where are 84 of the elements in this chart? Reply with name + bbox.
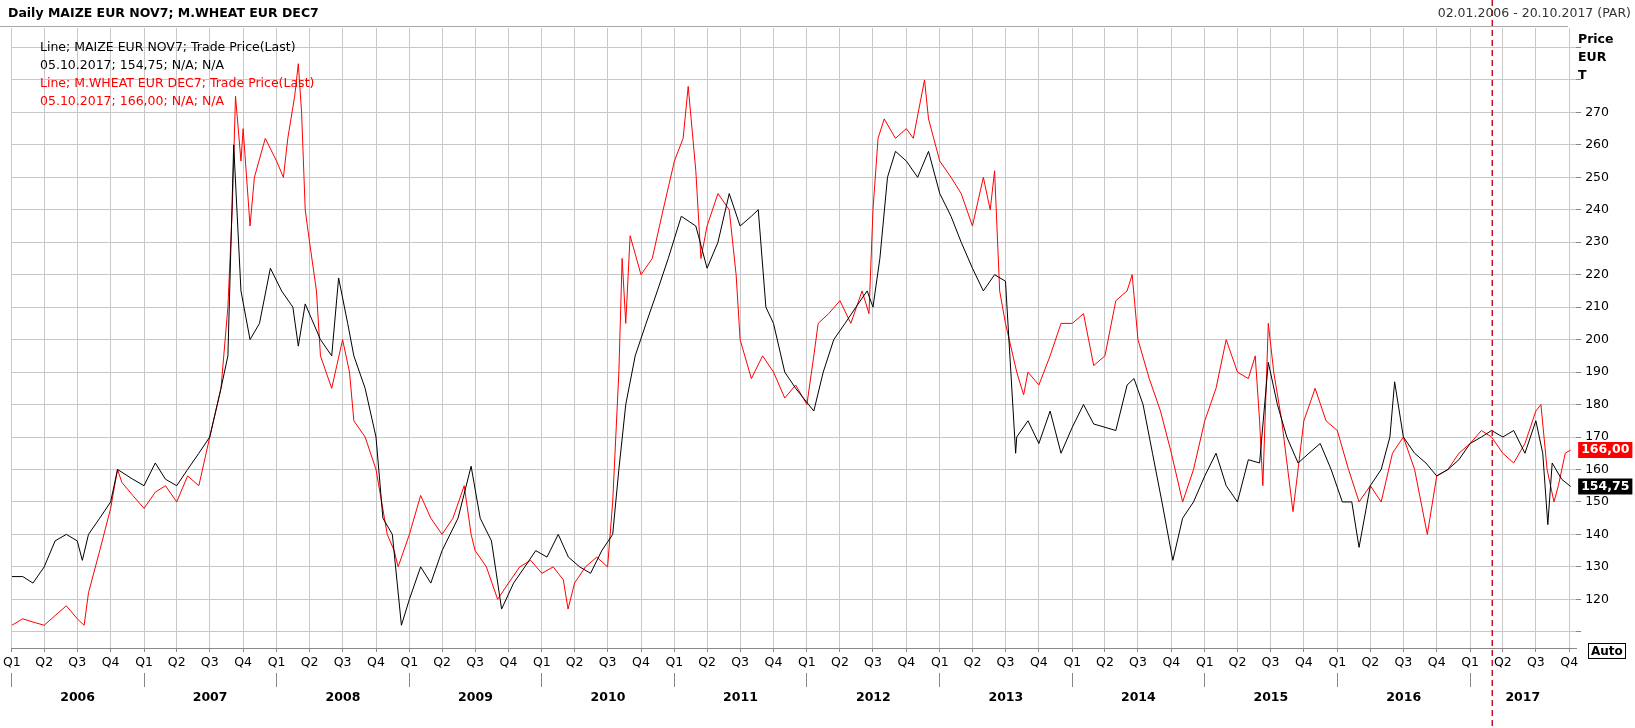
y-tick-label: 160 bbox=[1585, 460, 1610, 476]
x-tick-label: Q1 bbox=[1461, 653, 1480, 669]
x-tick-label: Q2 bbox=[565, 653, 584, 669]
annotation: 05.10.2017; 166,00; N/A; N/A bbox=[40, 92, 226, 110]
x-tick-label: Q2 bbox=[831, 653, 849, 669]
x-tick-label: Q3 bbox=[598, 653, 617, 669]
data-label: 166,00 bbox=[1581, 441, 1630, 457]
x-tick-label: Q4 bbox=[1162, 653, 1181, 669]
x-tick-label: Q2 bbox=[698, 653, 716, 669]
x2-tick-label: 2014 bbox=[1120, 688, 1157, 704]
x2-tick-label: 2009 bbox=[458, 688, 493, 704]
y-tick-label: 230 bbox=[1585, 233, 1610, 249]
x-tick-label: Q2 bbox=[1096, 653, 1114, 669]
x-tick-label: Q2 bbox=[433, 653, 451, 669]
x-tick-label: Q4 bbox=[101, 653, 120, 669]
x-tick-label: Q3 bbox=[996, 653, 1015, 669]
y-tick-label: 170 bbox=[1585, 428, 1610, 444]
x-tick-label: Q2 bbox=[1361, 653, 1380, 669]
y-tick-label: 270 bbox=[1585, 103, 1610, 119]
x-tick-label: Q2 bbox=[300, 653, 319, 669]
x-tick-label: Q4 bbox=[499, 653, 518, 669]
x-tick-label: Q1 bbox=[1063, 653, 1082, 669]
x-tick-label: Q3 bbox=[333, 653, 352, 669]
x-tick-label: Q3 bbox=[200, 653, 219, 669]
x-tick-label: Q3 bbox=[1526, 653, 1545, 669]
x-tick-label: Q4 bbox=[1029, 653, 1048, 669]
y-tick-label: 150 bbox=[1585, 493, 1610, 509]
x-tick-label: Q1 bbox=[135, 653, 153, 669]
annotation: 05.10.2017; 154,75; N/A; N/A bbox=[40, 56, 226, 74]
x-tick-label: Q1 bbox=[267, 653, 286, 669]
x-tick-label: Q4 bbox=[234, 653, 253, 669]
data-label: 154,75 bbox=[1581, 477, 1630, 493]
x2-tick-label: 2008 bbox=[325, 688, 361, 704]
x-tick-label: Q3 bbox=[1129, 653, 1147, 669]
y-tick-label: 260 bbox=[1585, 136, 1610, 152]
x-tick-label: Q1 bbox=[798, 653, 816, 669]
x2-tick-label: 2015 bbox=[1253, 688, 1289, 704]
x-tick-label: Q1 bbox=[1195, 653, 1214, 669]
x-tick-label: Q1 bbox=[3, 653, 21, 669]
x-tick-label: Q4 bbox=[897, 653, 916, 669]
x-tick-label: Q1 bbox=[665, 653, 684, 669]
x-tick-label: Q3 bbox=[1394, 653, 1413, 669]
x-tick-label: Q3 bbox=[68, 653, 87, 669]
x-tick-label: Q4 bbox=[632, 653, 650, 669]
y-tick-label: 210 bbox=[1585, 298, 1610, 314]
x-tick-label: Q1 bbox=[930, 653, 949, 669]
x2-tick-label: 2006 bbox=[60, 688, 96, 704]
x2-tick-label: 2012 bbox=[855, 688, 891, 704]
x-tick-label: Q2 bbox=[167, 653, 186, 669]
x-tick-label: Q1 bbox=[533, 653, 551, 669]
x2-tick-label: 2017 bbox=[1505, 688, 1541, 704]
text: Auto bbox=[1588, 643, 1626, 659]
x-tick-label: Q3 bbox=[864, 653, 882, 669]
y-tick-label: 220 bbox=[1585, 265, 1610, 281]
y-tick-label: 120 bbox=[1585, 590, 1610, 606]
x-tick-label: Q2 bbox=[1228, 653, 1247, 669]
y-tick-label: 250 bbox=[1585, 168, 1610, 184]
x2-tick-label: 2011 bbox=[723, 688, 758, 704]
x-tick-label: Q3 bbox=[1261, 653, 1280, 669]
y-tick-label: 140 bbox=[1585, 525, 1610, 541]
x-tick-label: Q1 bbox=[1328, 653, 1347, 669]
y-tick-label: 180 bbox=[1585, 395, 1610, 411]
y-tick-label: 190 bbox=[1585, 363, 1610, 379]
x-tick-label: Q4 bbox=[367, 653, 385, 669]
x2-tick-label: 2013 bbox=[988, 688, 1024, 704]
text: Line; MAIZE EUR NOV7; Trade Price(Last) bbox=[40, 38, 297, 56]
y-tick-label: 130 bbox=[1585, 558, 1610, 574]
x-tick-label: Q2 bbox=[35, 653, 54, 669]
x2-tick-label: 2007 bbox=[192, 688, 228, 704]
x-tick-label: Q4 bbox=[1294, 653, 1313, 669]
x-tick-label: Q1 bbox=[400, 653, 419, 669]
x2-tick-label: 2010 bbox=[590, 688, 626, 704]
y-axis-title: Price EUR T bbox=[1578, 30, 1615, 84]
chart-title: Daily MAIZE EUR NOV7; M.WHEAT EUR DEC7 bbox=[8, 5, 319, 20]
y-tick-label: 240 bbox=[1585, 201, 1610, 217]
x-tick-label: Q4 bbox=[1427, 653, 1446, 669]
y-tick-label: 200 bbox=[1585, 330, 1610, 346]
x-tick-label: Q2 bbox=[1493, 653, 1512, 669]
x-tick-label: Q3 bbox=[466, 653, 485, 669]
x-tick-label: Q2 bbox=[963, 653, 982, 669]
x-tick-label: Q3 bbox=[731, 653, 750, 669]
x-tick-label: Q4 bbox=[764, 653, 783, 669]
x2-tick-label: 2016 bbox=[1386, 688, 1422, 704]
x-tick-label: Q4 bbox=[1560, 653, 1579, 669]
